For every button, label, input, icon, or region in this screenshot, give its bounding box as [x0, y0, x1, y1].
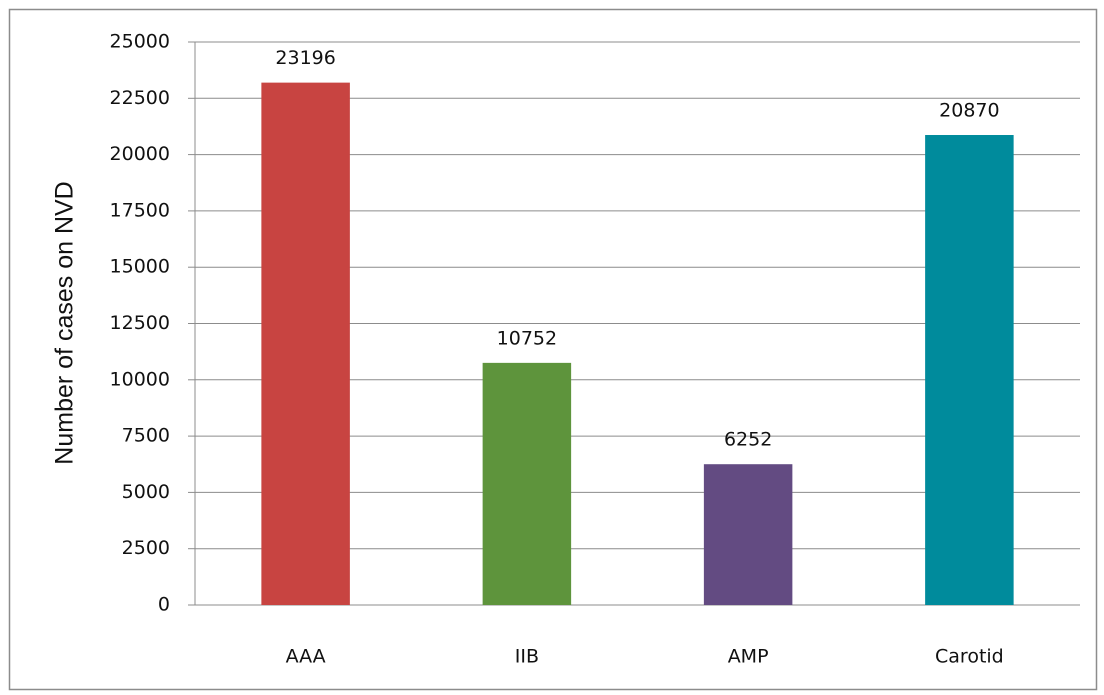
y-tick-label: 10000 [110, 368, 170, 390]
bar [482, 362, 572, 605]
value-label: 20870 [939, 100, 999, 122]
y-tick-label: 5000 [122, 481, 170, 503]
y-tick-label: 22500 [110, 87, 170, 109]
y-tick-label: 7500 [122, 425, 170, 447]
x-tick-label: Carotid [935, 646, 1004, 668]
bar [925, 135, 1014, 605]
value-label: 23196 [275, 47, 335, 69]
y-tick-label: 0 [158, 594, 170, 616]
y-axis-label: Number of cases on NVD [51, 181, 79, 464]
value-label: 10752 [497, 327, 557, 349]
x-tick-label: AMP [728, 646, 769, 668]
y-tick-label: 15000 [110, 256, 170, 278]
bar [703, 464, 793, 605]
x-tick-label: IIB [515, 646, 539, 668]
bar [261, 82, 350, 605]
value-label: 6252 [724, 429, 772, 451]
x-tick-label: AAA [286, 646, 326, 668]
y-tick-label: 20000 [110, 143, 170, 165]
y-tick-label: 2500 [122, 537, 170, 559]
y-tick-label: 25000 [110, 31, 170, 53]
y-tick-label: 12500 [110, 312, 170, 334]
y-tick-label: 17500 [110, 199, 170, 221]
chart-border [8, 8, 1098, 691]
